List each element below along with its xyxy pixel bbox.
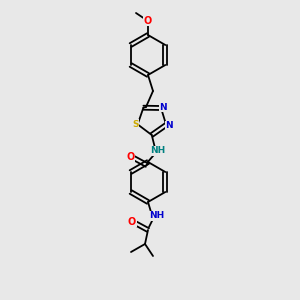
Text: O: O [128, 217, 136, 227]
Text: NH: NH [150, 146, 165, 155]
Text: N: N [165, 122, 173, 130]
Text: NH: NH [149, 212, 165, 220]
Text: N: N [159, 103, 167, 112]
Text: O: O [127, 152, 135, 162]
Text: O: O [144, 16, 152, 26]
Text: S: S [132, 120, 139, 129]
